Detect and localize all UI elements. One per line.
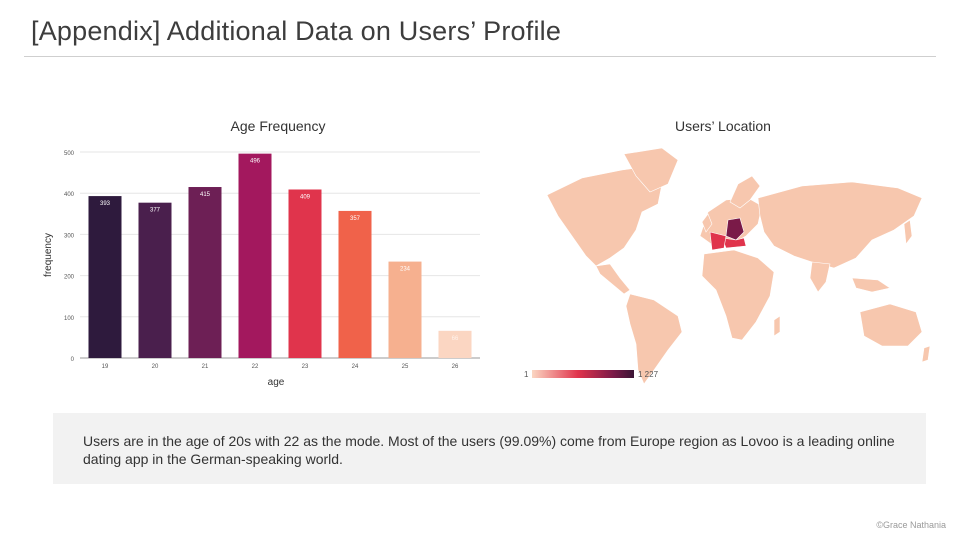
- bar-data-label: 393: [100, 201, 111, 207]
- map-legend: 1 1 227: [524, 370, 659, 379]
- central-america: [595, 263, 631, 295]
- x-tick-label: 23: [302, 364, 309, 370]
- legend-gradient-bar: [532, 370, 634, 378]
- y-tick-label: 500: [64, 151, 75, 157]
- bar-data-label: 66: [452, 336, 459, 342]
- users-location-map: 1 1 227: [524, 147, 931, 385]
- bar-age-25: [388, 261, 422, 358]
- bar-data-label: 234: [400, 267, 411, 273]
- x-tick-label: 19: [102, 364, 109, 370]
- x-tick-label: 26: [452, 364, 459, 370]
- scandinavia: [729, 175, 761, 209]
- land-masses: [546, 147, 931, 385]
- africa: [701, 249, 775, 341]
- bar-data-label: 409: [300, 194, 311, 200]
- legend-max-label: 1 227: [638, 370, 659, 379]
- germany-region: [725, 217, 745, 241]
- x-tick-label: 22: [252, 364, 259, 370]
- legend-min-label: 1: [524, 370, 529, 379]
- y-axis-title: frequency: [43, 233, 54, 277]
- bar-age-22: [238, 153, 272, 358]
- bar-age-21: [188, 187, 222, 358]
- france-region: [709, 231, 727, 251]
- x-tick-label: 20: [152, 364, 159, 370]
- y-tick-label: 200: [64, 275, 75, 281]
- title-divider: [24, 56, 936, 57]
- new-zealand: [921, 345, 931, 363]
- southeast-asia: [851, 277, 891, 293]
- age-chart-title: Age Frequency: [230, 118, 326, 134]
- madagascar: [773, 315, 781, 337]
- x-axis-title: age: [268, 377, 285, 388]
- x-tick-label: 25: [402, 364, 409, 370]
- india: [809, 261, 831, 293]
- y-tick-label: 400: [64, 192, 75, 198]
- europe-highlights: [709, 217, 747, 251]
- x-tick-label: 24: [352, 364, 359, 370]
- x-tick-label: 21: [202, 364, 209, 370]
- asia: [757, 181, 923, 269]
- greenland: [623, 147, 679, 193]
- bar-data-label: 357: [350, 216, 361, 222]
- bar-age-19: [88, 196, 122, 358]
- summary-text: Users are in the age of 20s with 22 as t…: [83, 433, 895, 467]
- bar-age-20: [138, 202, 172, 358]
- bar-data-label: 377: [150, 208, 161, 214]
- y-tick-label: 0: [71, 357, 75, 363]
- y-tick-label: 300: [64, 233, 75, 239]
- age-frequency-chart: 0 100 200 300 400 500 393 19 377 20 415 21 496 22 409 2…: [43, 151, 480, 388]
- bar-age-23: [288, 189, 322, 358]
- author-credit: ©Grace Nathania: [876, 520, 946, 530]
- y-tick-label: 100: [64, 316, 75, 322]
- bar-data-label: 415: [200, 192, 211, 198]
- page-title: [Appendix] Additional Data on Users’ Pro…: [31, 16, 562, 46]
- austria-switzerland-region: [721, 237, 747, 249]
- bar-data-label: 496: [250, 159, 261, 165]
- uk: [701, 213, 713, 233]
- south-america: [625, 293, 683, 385]
- japan: [903, 219, 913, 245]
- bar-age-26: [438, 330, 472, 358]
- australia: [859, 303, 923, 347]
- location-map-title: Users’ Location: [675, 118, 771, 134]
- bar-age-24: [338, 210, 372, 358]
- summary-box: Users are in the age of 20s with 22 as t…: [53, 413, 926, 484]
